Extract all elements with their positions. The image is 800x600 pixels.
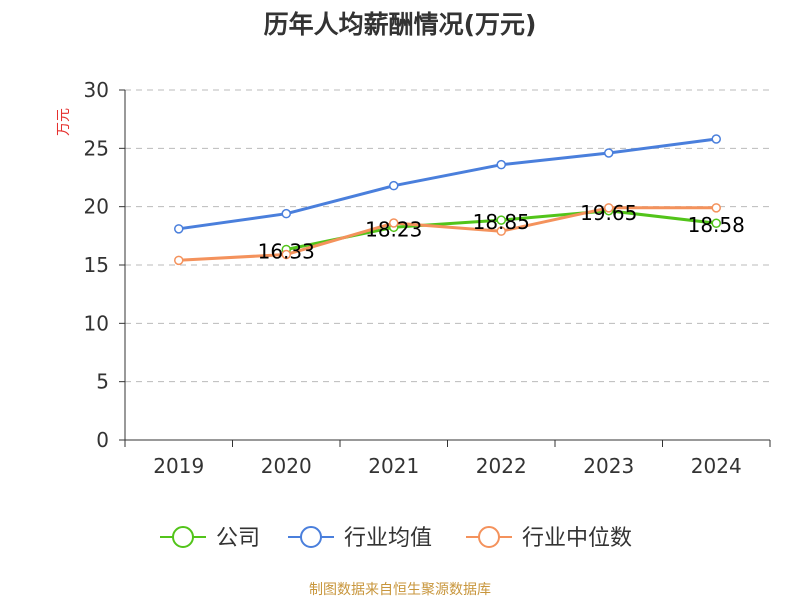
data-point-s2-2021[interactable] bbox=[389, 218, 399, 228]
legend-label: 行业中位数 bbox=[522, 526, 632, 551]
y-tick-label: 20 bbox=[84, 195, 109, 219]
data-point-s2-2022[interactable] bbox=[496, 226, 506, 236]
legend-item-1[interactable]: 行业均值 bbox=[288, 526, 432, 551]
series-line-2 bbox=[177, 206, 718, 262]
data-point-s1-2024[interactable] bbox=[711, 134, 721, 144]
x-tick-label-2021: 2021 bbox=[368, 454, 419, 478]
data-label-2024: 18.58 bbox=[688, 213, 745, 237]
source-note: 制图数据来自恒生聚源数据库 bbox=[309, 582, 491, 598]
data-point-s1-2020[interactable] bbox=[281, 208, 291, 219]
data-point-s2-2024[interactable] bbox=[711, 203, 721, 213]
data-point-s2-2019[interactable] bbox=[174, 255, 184, 266]
data-labels: 16.33 18.23 18.85 19.65 18.58 bbox=[258, 201, 745, 264]
data-point-s1-2019[interactable] bbox=[174, 224, 184, 234]
chart-title: 历年人均薪酬情况(万元) bbox=[264, 10, 537, 39]
y-tick-label: 30 bbox=[84, 78, 109, 102]
legend-label: 公司 bbox=[216, 526, 260, 551]
legend-marker bbox=[300, 526, 322, 548]
data-point-s2-2020[interactable] bbox=[281, 249, 291, 260]
data-label-2020: 16.33 bbox=[258, 239, 315, 263]
y-tick-label: 10 bbox=[84, 311, 109, 335]
legend-item-2[interactable]: 行业中位数 bbox=[466, 526, 632, 551]
x-tick-label-2024: 2024 bbox=[691, 454, 742, 478]
data-label-2022: 18.85 bbox=[473, 210, 530, 234]
data-point-s1-2023[interactable] bbox=[604, 148, 614, 158]
y-tick-label: 0 bbox=[96, 428, 109, 452]
y-tick-label: 5 bbox=[96, 370, 109, 394]
data-label-2021: 18.23 bbox=[365, 217, 422, 241]
grid-lines bbox=[125, 89, 770, 383]
data-label-2023: 19.65 bbox=[580, 201, 637, 225]
data-point-s0-2024[interactable] bbox=[711, 218, 721, 228]
y-axis-label: 万元 bbox=[56, 108, 72, 136]
y-tick-label: 25 bbox=[84, 136, 109, 160]
data-point-s2-2023[interactable] bbox=[604, 203, 614, 213]
x-tick-label-2019: 2019 bbox=[153, 454, 204, 478]
data-point-s0-2022[interactable] bbox=[496, 215, 506, 225]
series-lines bbox=[174, 134, 721, 266]
legend-label: 行业均值 bbox=[344, 526, 432, 551]
axes: 0 5 10 15 20 25 30 2019 2020 2021 2022 2023 2024 bbox=[84, 78, 771, 478]
data-point-s1-2022[interactable] bbox=[496, 159, 506, 170]
data-point-s1-2021[interactable] bbox=[389, 180, 399, 191]
legend-marker bbox=[172, 526, 194, 548]
legend[interactable]: 公司 行业均值 行业中位数 bbox=[160, 526, 632, 551]
x-tick-label-2022: 2022 bbox=[476, 454, 527, 478]
x-tick-label-2023: 2023 bbox=[583, 454, 634, 478]
legend-item-0[interactable]: 公司 bbox=[160, 526, 260, 551]
x-tick-label-2020: 2020 bbox=[261, 454, 312, 478]
series-line-1 bbox=[177, 137, 718, 231]
legend-marker bbox=[478, 526, 500, 548]
y-tick-label: 15 bbox=[84, 253, 109, 277]
